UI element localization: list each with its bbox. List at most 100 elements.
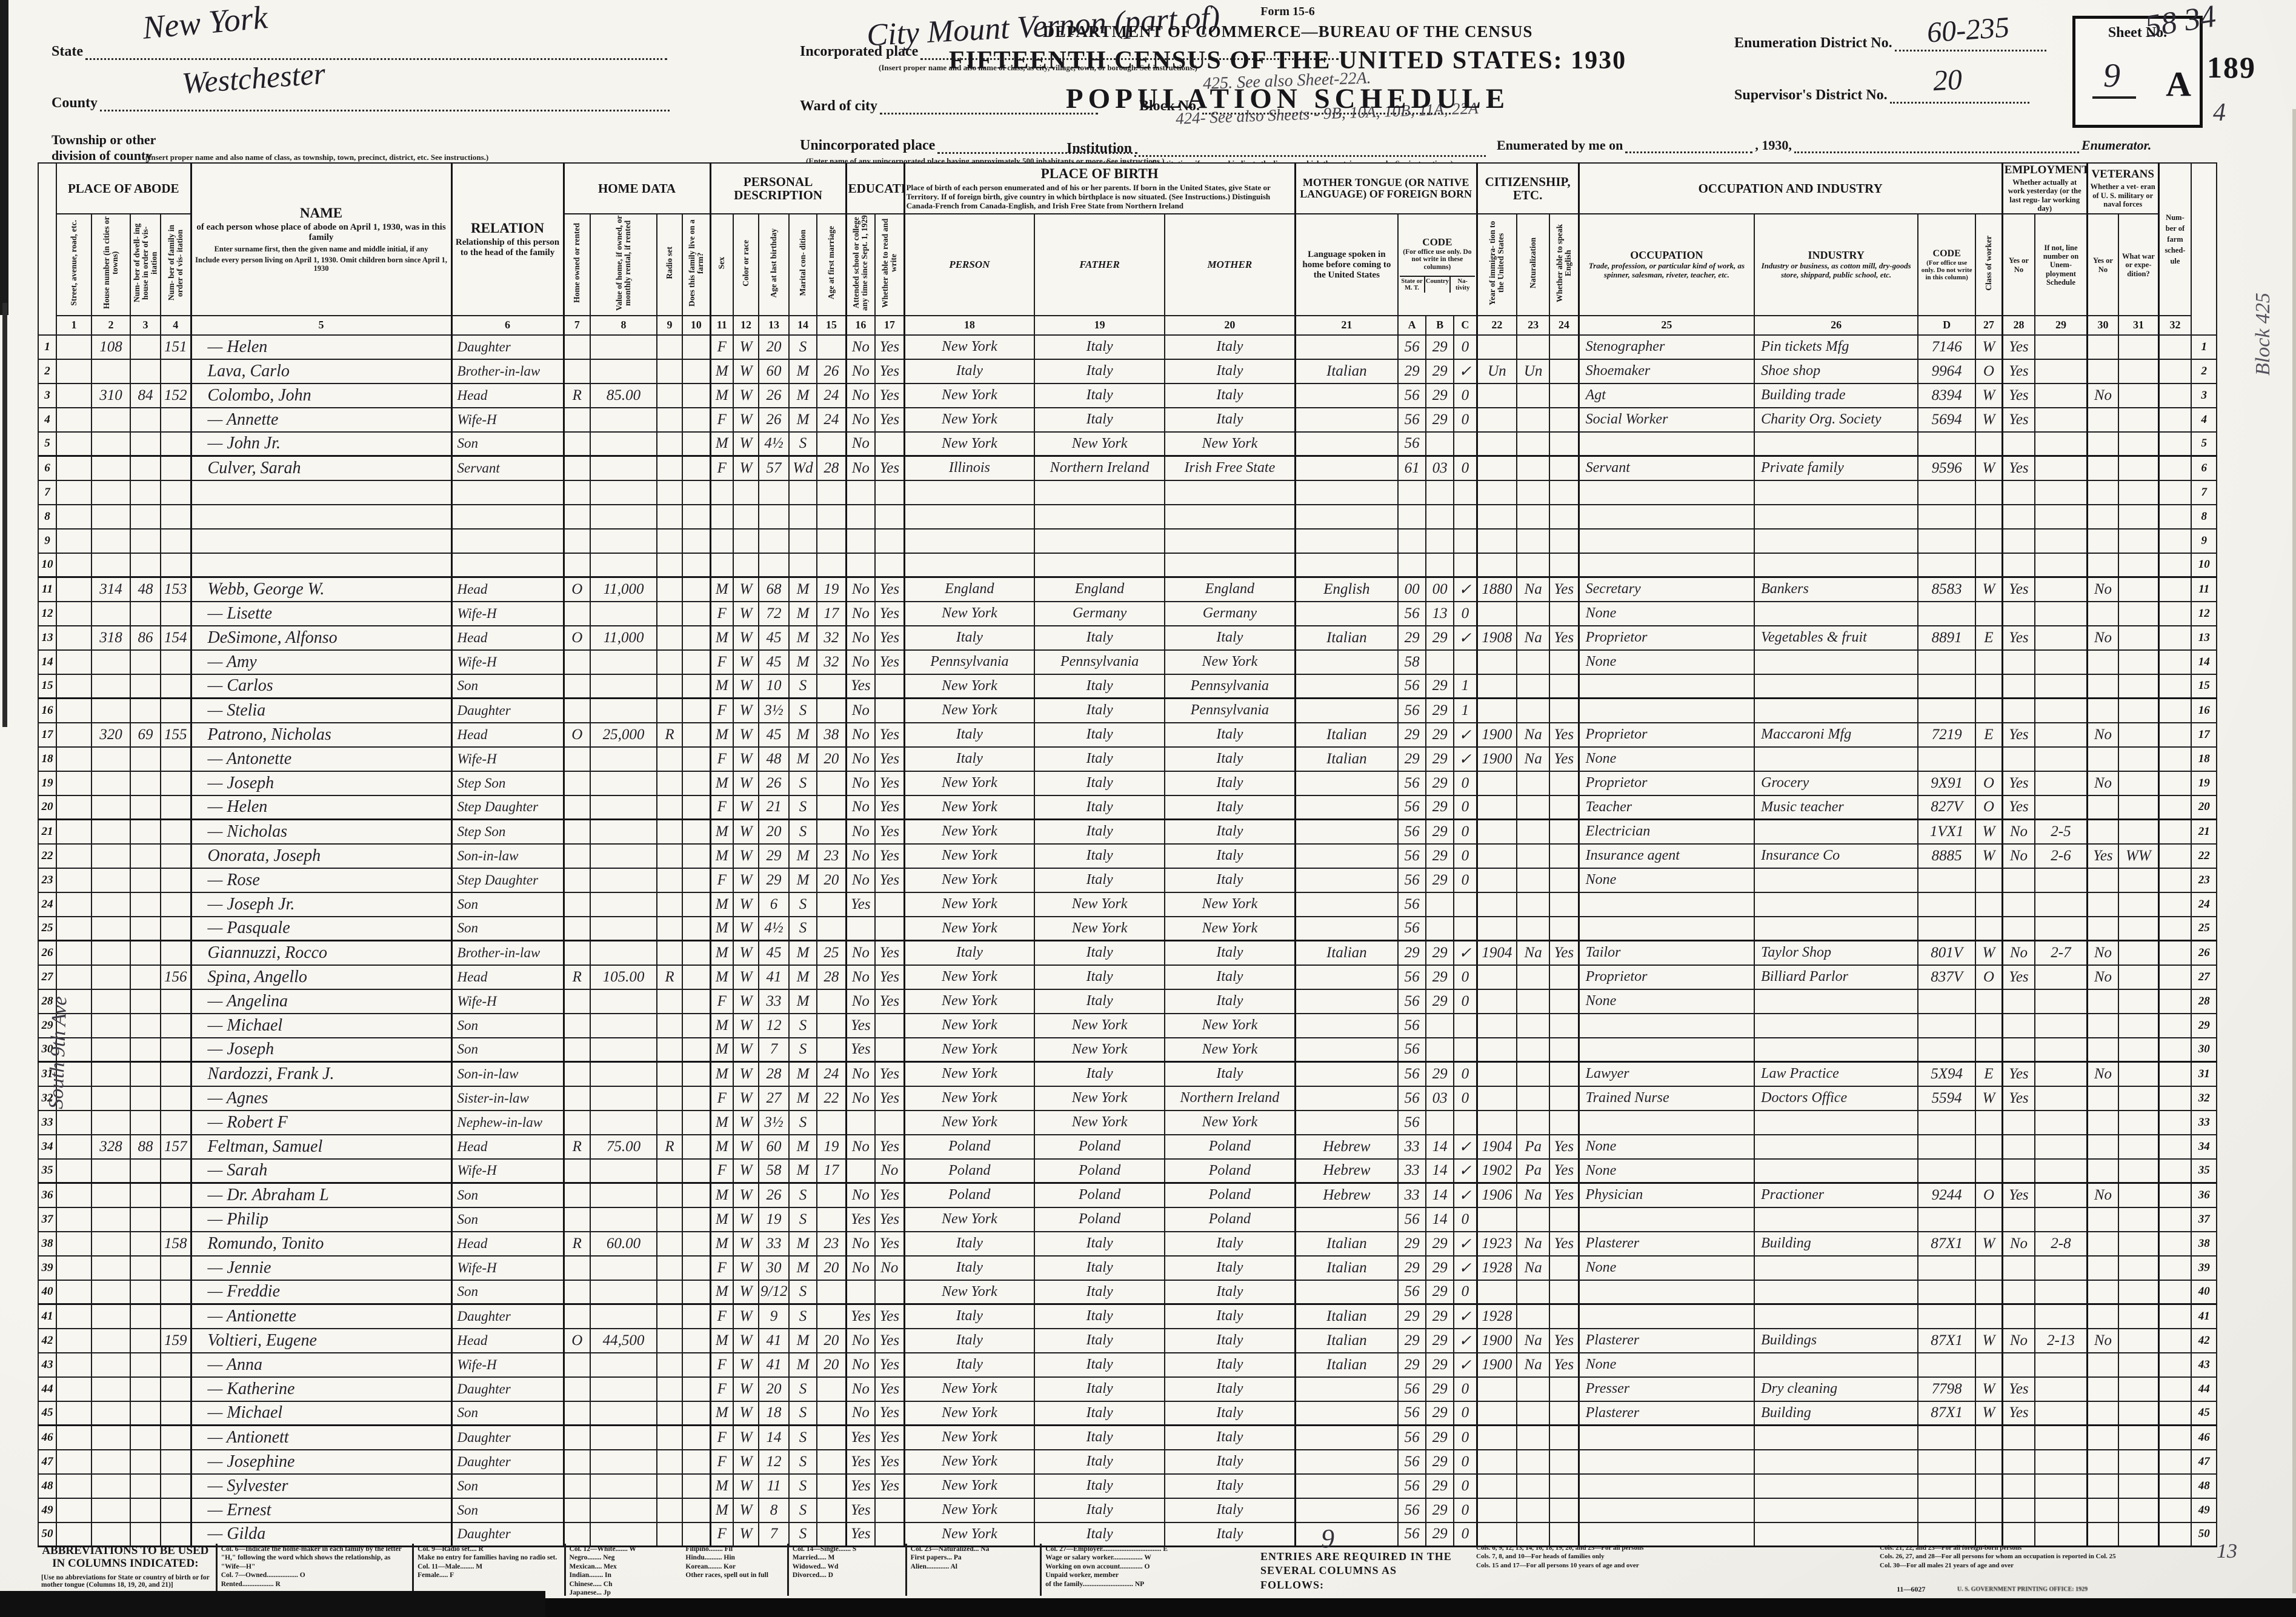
cell-race: W	[733, 1134, 760, 1160]
cell-vet: Yes	[2086, 843, 2120, 869]
cell-cb: 13	[1425, 600, 1455, 626]
line-number-right: 44	[2191, 1376, 2218, 1402]
cell-yr: Un	[1476, 358, 1518, 384]
cell-lang	[1294, 1424, 1399, 1450]
cell-val: 11,000	[590, 625, 658, 651]
cell-ind	[1754, 746, 1919, 772]
cell-cc: 0	[1453, 794, 1478, 820]
cell-vet	[2086, 1473, 2120, 1499]
enumerated-year: , 1930,	[1755, 138, 1792, 153]
cell-farm	[682, 479, 711, 505]
cell-radio	[656, 1182, 684, 1208]
cell-cd	[1917, 988, 1977, 1014]
cell-age: 41	[758, 1352, 790, 1378]
cell-wy: Yes	[2001, 576, 2036, 602]
cell-war	[2118, 1206, 2160, 1232]
cell-cls: W	[1975, 1230, 2003, 1257]
cell-bf: Italy	[1034, 940, 1166, 966]
cell-occ	[1577, 1037, 1755, 1063]
cell-ul	[2034, 1061, 2088, 1087]
cell-lang	[1294, 1449, 1399, 1475]
cell-vet	[2086, 988, 2120, 1014]
cell-eng: Yes	[1549, 576, 1580, 602]
cell-radio	[656, 1449, 684, 1475]
cell-ul	[2034, 503, 2088, 530]
cell-fs	[2157, 673, 2192, 699]
cell-cc: 0	[1453, 988, 1478, 1014]
cell-sex: F	[709, 867, 734, 893]
cell-hn	[91, 1255, 131, 1281]
cell-war	[2118, 1400, 2160, 1426]
cell-war	[2118, 915, 2160, 941]
incorporated-label: Incorporated place	[800, 44, 919, 59]
cell-rw: Yes	[874, 988, 905, 1014]
cell-bf: New York	[1034, 431, 1166, 457]
cell-fam	[159, 746, 192, 772]
cell-age: 19	[758, 1206, 790, 1232]
cell-occ	[1577, 1279, 1755, 1305]
cell-sex: F	[709, 746, 734, 772]
cell-bf: New York	[1034, 1085, 1166, 1111]
cell-cb	[1425, 649, 1455, 675]
table-row: 3 310 84 152 Colombo, John Head R 85.00 M W 26 M 24 N…	[38, 382, 2218, 408]
state-field: State	[52, 42, 667, 60]
cell-bm: Pennsylvania	[1164, 697, 1296, 723]
cell-ind: Grocery	[1754, 770, 1919, 796]
cell-bf	[1034, 528, 1166, 554]
cell-bp: New York	[903, 431, 1036, 457]
cell-occ: None	[1577, 649, 1755, 675]
cell-bm: New York	[1164, 1109, 1296, 1135]
cell-dw	[130, 1497, 161, 1523]
cell-hn	[91, 964, 131, 990]
cell-vet: No	[2086, 722, 2120, 748]
cell-fam	[159, 940, 192, 966]
cell-sex: M	[709, 358, 734, 384]
cell-bf: Italy	[1034, 334, 1166, 360]
cell-bm: Italy	[1164, 1400, 1296, 1426]
cell-hn	[91, 1473, 131, 1499]
cell-eng: Yes	[1549, 1230, 1580, 1257]
cell-rw: Yes	[874, 600, 905, 626]
cell-rel: Daughter	[450, 1521, 565, 1547]
cell-dw	[130, 1109, 161, 1135]
cell-cc: 0	[1453, 1521, 1478, 1547]
cell-cd	[1917, 1449, 1977, 1475]
cell-occ	[1577, 1473, 1755, 1499]
line-number-left: 48	[38, 1473, 57, 1499]
cell-age: 48	[758, 746, 790, 772]
cell-rel: Wife-H	[450, 1352, 565, 1378]
column-number-31: 31	[2118, 314, 2160, 336]
cell-nat	[1516, 1400, 1551, 1426]
cell-race: W	[733, 697, 760, 723]
cell-bm: Italy	[1164, 358, 1296, 384]
line-number-right: 45	[2191, 1400, 2218, 1426]
cell-war	[2118, 891, 2160, 917]
line-number-left: 7	[38, 479, 57, 505]
cell-fs	[2157, 843, 2192, 869]
cell-ind	[1754, 1109, 1919, 1135]
cell-bm: New York	[1164, 431, 1296, 457]
cell-cb: 29	[1425, 746, 1455, 772]
cell-cb	[1425, 528, 1455, 554]
cell-vet: No	[2086, 1061, 2120, 1087]
cell-rel: Daughter	[450, 1376, 565, 1402]
cell-val	[590, 358, 658, 384]
cell-war	[2118, 334, 2160, 360]
cell-hn: 310	[91, 382, 131, 408]
cell-rel	[450, 503, 565, 530]
table-row: 4— Annette Wife-H F W 26 M 24 No Yes New York Ital…	[38, 407, 2218, 433]
cell-ind	[1754, 697, 1919, 723]
cell-cls: W	[1975, 818, 2003, 845]
column-number-B: B	[1425, 314, 1455, 336]
cell-lang	[1294, 843, 1399, 869]
cell-bp: New York	[903, 964, 1036, 990]
cell-val	[590, 1012, 658, 1038]
cell-cd: 7219	[1917, 722, 1977, 748]
cell-occ: None	[1577, 600, 1755, 626]
cell-yr	[1476, 1497, 1518, 1523]
cell-name: Nardozzi, Frank J.	[190, 1061, 453, 1087]
cell-yr	[1476, 1037, 1518, 1063]
cell-fam	[159, 1473, 192, 1499]
line-number-left: 43	[38, 1352, 57, 1378]
cell-vet	[2086, 1230, 2120, 1257]
